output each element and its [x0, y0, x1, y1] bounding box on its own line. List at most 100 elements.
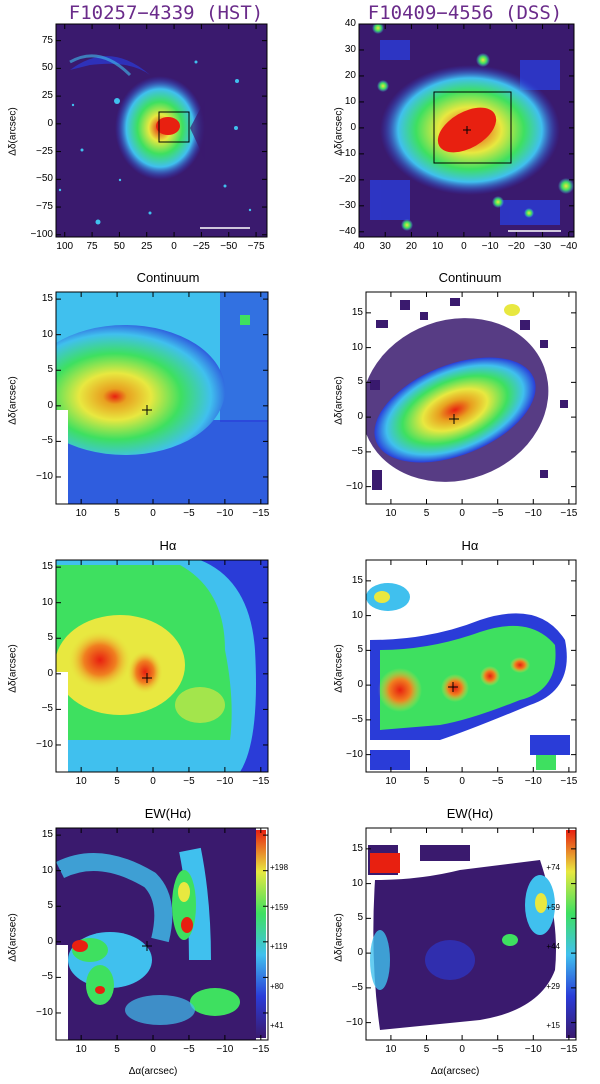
y-tick-label: 10: [344, 95, 356, 107]
y-tick-label: 0: [47, 399, 53, 411]
y-tick-label: 15: [351, 842, 363, 854]
x-tick-label: 5: [423, 1044, 430, 1055]
x-tick-label: −15: [252, 776, 270, 787]
x-tick-label: −50: [220, 241, 238, 252]
y-tick-label: 5: [357, 376, 363, 388]
panel-continuum-left: [56, 292, 268, 504]
x-tick-label: −5: [183, 1044, 195, 1055]
y-tick-label: −5: [41, 703, 53, 715]
xlabel-p7: Δα(arcsec): [128, 1066, 178, 1077]
panel-title-halpha-left: Hα: [159, 538, 177, 553]
x-tick-label: −30: [534, 241, 552, 252]
colorbar-tick-label: +29: [546, 981, 560, 991]
x-tick-label: −5: [491, 776, 504, 787]
y-tick-label: 0: [350, 121, 356, 133]
y-tick-label: 10: [41, 596, 53, 608]
y-tick-label: −10: [339, 147, 356, 159]
x-tick-label: −5: [183, 776, 195, 787]
y-tick-label: −10: [36, 738, 53, 750]
x-tick-label: −15: [560, 508, 578, 519]
y-tick-label: −5: [351, 713, 363, 725]
x-tick-label: 0: [461, 241, 467, 252]
x-tick-label: 0: [150, 1044, 156, 1055]
y-tick-label: −10: [346, 1016, 363, 1028]
y-tick-label: 5: [357, 644, 363, 656]
y-tick-label: 5: [47, 632, 53, 644]
panel-title-ew-right: EW(Hα): [446, 806, 494, 821]
x-tick-label: −75: [247, 241, 265, 252]
y-tick-label: 10: [41, 864, 53, 876]
y-tick-label: 5: [47, 364, 53, 376]
x-tick-label: −15: [560, 776, 578, 787]
x-tick-label: −15: [560, 1044, 578, 1055]
x-tick-label: 5: [423, 776, 430, 787]
x-tick-label: −15: [252, 1044, 270, 1055]
y-tick-label: 75: [41, 34, 53, 46]
x-tick-label: −10: [524, 776, 542, 787]
y-tick-label: 0: [47, 667, 53, 679]
panel-title-continuum-left: Continuum: [136, 270, 200, 285]
frame-p3: [55, 291, 269, 505]
x-tick-label: 100: [56, 241, 74, 252]
x-tick-label: 0: [150, 508, 156, 519]
y-tick-label: 0: [47, 117, 53, 129]
colorbar-tick-label: +80: [270, 981, 284, 991]
x-tick-label: −5: [183, 508, 195, 519]
y-tick-label: 15: [41, 561, 53, 573]
colorbar-left: [256, 830, 266, 1038]
panel-dss-image: [359, 24, 574, 237]
y-tick-label: 25: [41, 90, 53, 102]
y-tick-label: 0: [357, 679, 363, 691]
y-tick-label: −10: [36, 470, 53, 482]
panel-ew-left: [56, 828, 256, 1040]
y-tick-label: −25: [36, 145, 53, 157]
x-tick-label: −40: [560, 241, 578, 252]
x-tick-label: −10: [216, 776, 234, 787]
x-tick-label: 10: [385, 508, 397, 519]
y-tick-label: −5: [41, 435, 53, 447]
x-tick-label: −15: [252, 508, 270, 519]
y-tick-label: 5: [357, 912, 363, 924]
panel-halpha-right: [366, 560, 576, 772]
x-tick-label: 75: [86, 241, 98, 252]
frame-p6: [365, 559, 577, 773]
y-tick-label: −20: [339, 173, 356, 185]
x-tick-label: −10: [524, 1044, 542, 1055]
panel-continuum-right: [366, 292, 576, 504]
x-tick-label: 0: [459, 508, 465, 519]
x-tick-label: 10: [385, 776, 397, 787]
x-tick-label: 10: [75, 776, 87, 787]
y-tick-label: 20: [344, 69, 356, 81]
y-tick-label: −5: [351, 445, 363, 457]
panel-ew-right: [366, 828, 566, 1040]
x-tick-label: −5: [491, 1044, 504, 1055]
y-tick-label: −75: [36, 201, 53, 213]
panel-hst-image: [56, 24, 267, 237]
frame-p7: [55, 827, 269, 1041]
y-tick-label: 15: [351, 306, 363, 318]
y-tick-label: 10: [351, 877, 363, 889]
y-tick-label: 30: [344, 43, 356, 55]
colorbar-right: [566, 830, 576, 1038]
colorbar-tick-label: +59: [546, 902, 560, 912]
x-tick-label: 40: [353, 241, 365, 252]
frame-p4: [365, 291, 577, 505]
frame-p5: [55, 559, 269, 773]
y-tick-label: −40: [339, 225, 356, 237]
colorbar-tick-label: +15: [546, 1021, 560, 1030]
y-tick-label: 0: [47, 935, 53, 947]
panel-title-halpha-right: Hα: [461, 538, 479, 553]
y-tick-label: −30: [339, 199, 356, 211]
y-tick-label: 10: [41, 328, 53, 340]
y-tick-label: 50: [41, 62, 53, 74]
x-tick-label: 30: [379, 241, 391, 252]
y-tick-label: 15: [41, 829, 53, 841]
x-tick-label: −10: [481, 241, 499, 252]
x-tick-label: 10: [432, 241, 444, 252]
x-tick-label: 50: [113, 241, 125, 252]
x-tick-label: −10: [216, 508, 234, 519]
panel-title-continuum-right: Continuum: [438, 270, 502, 285]
y-tick-label: −50: [36, 173, 53, 185]
y-tick-label: 0: [357, 411, 363, 423]
x-tick-label: −25: [192, 241, 210, 252]
